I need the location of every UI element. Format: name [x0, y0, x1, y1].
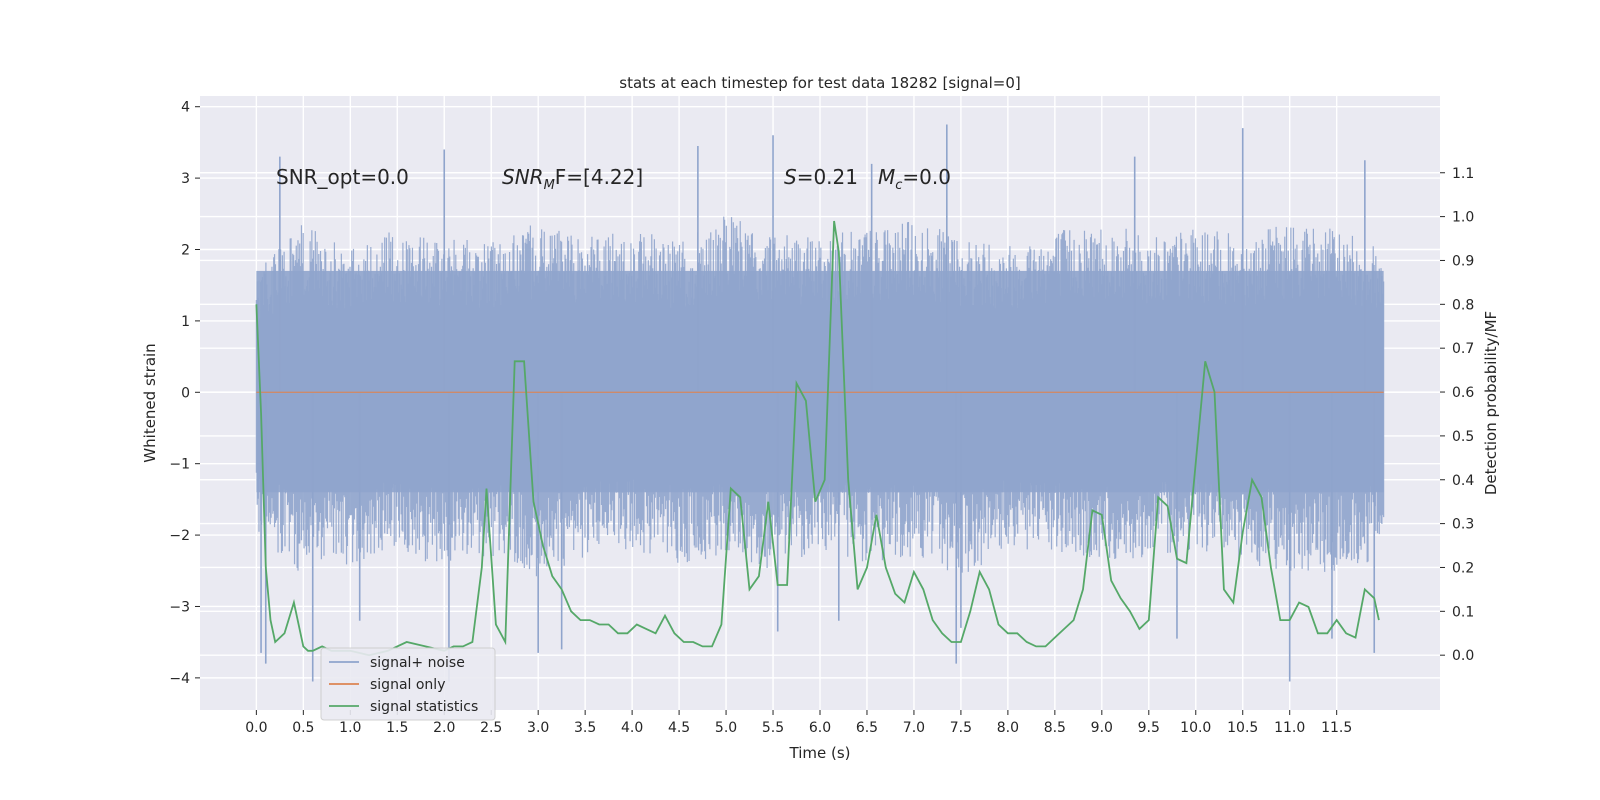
annotation-s-value: =0.21 — [797, 165, 858, 189]
x-tick-label: 3.0 — [527, 720, 549, 736]
y-right-tick-label: 0.3 — [1452, 517, 1474, 533]
legend-label-signal-only: signal only — [370, 677, 445, 693]
annotation-mc-sub: c — [895, 178, 902, 193]
statistics-series — [255, 220, 1380, 657]
x-tick-label: 0.5 — [292, 720, 314, 736]
y-tick-label: −4 — [169, 671, 190, 687]
noise-core — [256, 270, 1384, 493]
y-axis-right-label: Detection probability/MF — [1482, 311, 1500, 495]
y-right-tick-label: 0.6 — [1452, 385, 1474, 401]
annotation-snr-mf-sub: M — [544, 178, 555, 193]
x-tick-label: 8.5 — [1044, 720, 1066, 736]
legend-label-noise: signal+ noise — [370, 655, 465, 671]
x-tick-label: 6.0 — [809, 720, 831, 736]
x-tick-label: 5.5 — [762, 720, 784, 736]
y-right-tick-label: 0.5 — [1452, 429, 1474, 445]
y-right-tick-label: 1.0 — [1452, 210, 1474, 226]
annotation-snr-mf-base: SNR — [502, 165, 544, 189]
y-right-tick-label: 1.1 — [1452, 166, 1474, 182]
annotation-mc-value: =0.0 — [902, 165, 951, 189]
annotation-s-label: S — [784, 165, 797, 189]
x-axis-label: Time (s) — [789, 744, 851, 762]
x-tick-label: 8.0 — [997, 720, 1019, 736]
x-tick-label: 10.5 — [1227, 720, 1258, 736]
x-axis: 0.0 0.5 1.0 1.5 2.0 2.5 3.0 3.5 4.0 4.5 5.0 5.5 6.0 6… — [245, 710, 1352, 736]
y-right-tick-label: 0.1 — [1452, 604, 1474, 620]
annotation-mc: Mc=0.0 — [878, 165, 951, 193]
x-tick-label: 9.5 — [1138, 720, 1160, 736]
x-tick-label: 7.0 — [903, 720, 925, 736]
y-right-tick-label: 0.4 — [1452, 473, 1474, 489]
y-tick-label: 2 — [181, 243, 190, 259]
annotation-snr-mf: SNRMF=[4.22] — [502, 165, 643, 193]
y-axis-right: 0.0 0.1 0.2 0.3 0.4 0.5 0.6 0.7 0.8 0.9 1.0 1.1 — [1440, 166, 1474, 664]
y-tick-label: −1 — [169, 457, 190, 473]
x-tick-label: 9.0 — [1091, 720, 1113, 736]
y-tick-label: 3 — [181, 171, 190, 187]
annotation-s: S=0.21 — [784, 165, 858, 189]
x-tick-label: 0.0 — [245, 720, 267, 736]
x-tick-label: 3.5 — [574, 720, 596, 736]
x-tick-label: 6.5 — [856, 720, 878, 736]
x-tick-label: 11.0 — [1274, 720, 1305, 736]
legend: signal+ noise signal only signal statist… — [320, 647, 496, 721]
x-tick-label: 1.0 — [339, 720, 361, 736]
y-axis-label: Whitened strain — [141, 343, 159, 462]
x-tick-label: 11.5 — [1321, 720, 1352, 736]
y-tick-label: 4 — [181, 100, 190, 116]
x-tick-label: 7.5 — [950, 720, 972, 736]
legend-label-statistics: signal statistics — [370, 699, 478, 715]
y-axis-left: −4 −3 −2 −1 0 1 2 3 4 — [169, 100, 200, 687]
y-tick-label: 1 — [181, 314, 190, 330]
chart-title: stats at each timestep for test data 182… — [619, 74, 1020, 92]
x-tick-label: 5.0 — [715, 720, 737, 736]
legend-box — [320, 647, 496, 721]
x-tick-label: 2.0 — [433, 720, 455, 736]
annotation-mc-base: M — [878, 165, 895, 189]
y-right-tick-label: 0.0 — [1452, 648, 1474, 664]
x-tick-label: 2.5 — [480, 720, 502, 736]
x-tick-label: 4.0 — [621, 720, 643, 736]
statistics-line — [255, 220, 1380, 657]
y-right-tick-label: 0.8 — [1452, 297, 1474, 313]
y-right-tick-label: 0.9 — [1452, 253, 1474, 269]
annotation-snr-mf-rest: F=[4.22] — [555, 165, 643, 189]
y-tick-label: 0 — [181, 385, 190, 401]
x-tick-label: 10.0 — [1180, 720, 1211, 736]
x-tick-label: 4.5 — [668, 720, 690, 736]
y-tick-label: −2 — [169, 528, 190, 544]
y-tick-label: −3 — [169, 599, 190, 615]
annotation-snr-opt: SNR_opt=0.0 — [276, 165, 409, 189]
y-right-tick-label: 0.7 — [1452, 341, 1474, 357]
y-right-tick-label: 0.2 — [1452, 560, 1474, 576]
x-tick-label: 1.5 — [386, 720, 408, 736]
